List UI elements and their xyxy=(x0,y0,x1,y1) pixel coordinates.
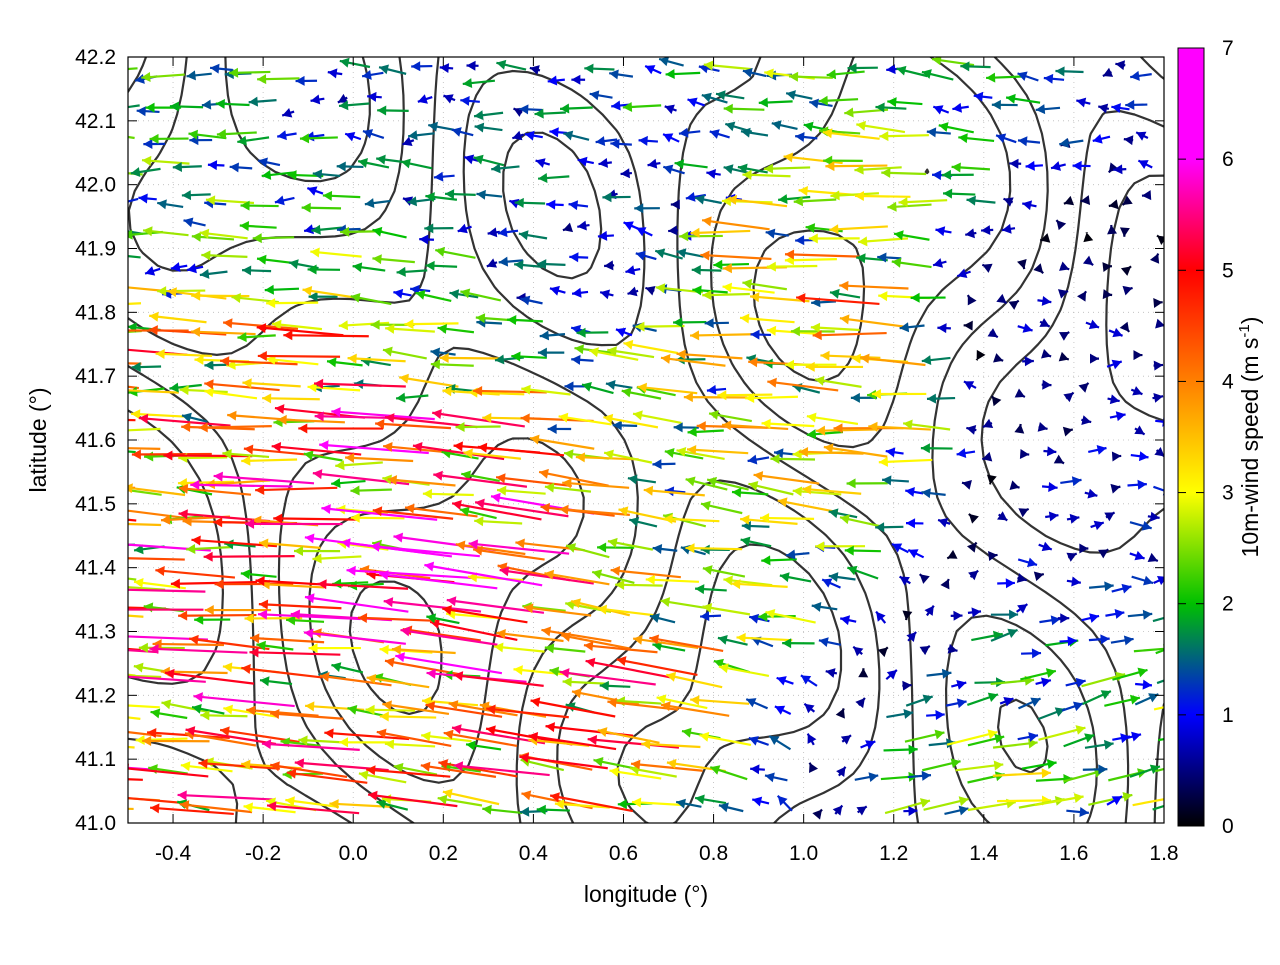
colorbar xyxy=(1178,48,1204,826)
wind-vector-head xyxy=(108,584,117,594)
y-tick-label: 41.4 xyxy=(75,557,116,580)
wind-vector-shaft xyxy=(153,644,224,645)
wind-vector-head xyxy=(119,485,129,495)
wind-vector-head xyxy=(81,602,90,612)
y-tick-label: 42.1 xyxy=(75,110,116,133)
wind-vector-head xyxy=(55,639,64,649)
wind-vector-shaft xyxy=(204,556,295,557)
x-tick-label: 1.2 xyxy=(879,842,908,865)
x-tick-label: 0.0 xyxy=(339,842,368,865)
wind-vector-head xyxy=(49,508,58,518)
colorbar-tick-label: 5 xyxy=(1222,259,1234,282)
wind-vector-head xyxy=(65,375,75,385)
colorbar-tick-label: 7 xyxy=(1222,37,1234,60)
wind-vector-head xyxy=(114,226,124,236)
wind-vector-head xyxy=(89,724,99,734)
x-tick-label: 1.6 xyxy=(1059,842,1088,865)
wind-vector-head xyxy=(85,608,94,618)
y-tick-label: 41.2 xyxy=(75,684,116,707)
y-tick-label: 42.2 xyxy=(75,46,116,69)
y-tick-label: 41.0 xyxy=(75,812,116,835)
x-tick-label: 0.2 xyxy=(429,842,458,865)
x-tick-label: 1.0 xyxy=(789,842,818,865)
wind-vector-shaft xyxy=(199,426,272,427)
wind-vector xyxy=(50,413,135,423)
colorbar-tick-label: 2 xyxy=(1222,593,1234,616)
wind-vector-head xyxy=(60,483,69,493)
colorbar-label-end: ) xyxy=(1237,317,1263,325)
wind-vector-shaft xyxy=(50,418,135,421)
colorbar-tick-label: 4 xyxy=(1222,370,1234,393)
wind-vector-head xyxy=(97,343,106,353)
x-tick-label: 1.8 xyxy=(1149,842,1178,865)
y-axis-label: latitude (°) xyxy=(25,387,51,492)
x-axis-label: longitude (°) xyxy=(584,881,708,907)
x-tick-label: -0.2 xyxy=(245,842,281,865)
wind-vector-head xyxy=(118,197,128,207)
wind-vector-shaft xyxy=(79,744,135,748)
wind-vector-shaft xyxy=(60,488,135,489)
wind-vector-head xyxy=(108,605,117,615)
wind-vector-shaft xyxy=(283,335,368,336)
wind-vector-head xyxy=(107,792,116,802)
y-tick-label: 41.6 xyxy=(75,429,116,452)
y-tick-label: 41.9 xyxy=(75,238,116,261)
wind-vector-head xyxy=(62,641,71,651)
wind-vector-head xyxy=(113,325,122,335)
wind-vector-shaft xyxy=(273,518,359,519)
wind-vector-head xyxy=(113,671,122,681)
wind-vector-shaft xyxy=(68,362,141,363)
wind-vector-head xyxy=(86,666,96,676)
y-tick-label: 41.7 xyxy=(75,365,116,388)
wind-vector-shaft xyxy=(816,429,879,430)
wind-vector-head xyxy=(56,758,65,768)
y-tick-label: 41.1 xyxy=(75,748,116,771)
x-tick-label: 1.4 xyxy=(969,842,999,865)
y-tick-label: 41.8 xyxy=(75,301,116,324)
wind-vector-head xyxy=(118,582,127,592)
y-tick-label: 41.5 xyxy=(75,493,116,516)
x-tick-label: 0.8 xyxy=(699,842,728,865)
x-tick-label: 0.4 xyxy=(519,842,549,865)
wind-vector-head xyxy=(106,540,115,550)
y-tick-label: 41.3 xyxy=(75,621,116,644)
y-tick-label: 42.0 xyxy=(75,174,116,197)
wind-vector-head xyxy=(50,413,59,423)
wind-vector-head xyxy=(119,385,128,395)
wind-vector-shaft xyxy=(71,807,133,809)
wind-vector-shaft xyxy=(178,615,256,616)
colorbar-tick-label: 0 xyxy=(1222,815,1234,838)
wind-vector-head xyxy=(107,539,116,549)
wind-vector-shaft xyxy=(690,334,753,335)
colorbar-label: 10m-wind speed (m s-1) xyxy=(1236,317,1263,558)
colorbar-label-main: 10m-wind speed (m s xyxy=(1237,338,1263,558)
colorbar-tick-label: 1 xyxy=(1222,704,1234,727)
x-tick-label: -0.4 xyxy=(155,842,192,865)
wind-vector-head xyxy=(115,505,125,515)
colorbar-tick-label: 6 xyxy=(1222,148,1234,171)
wind-vector-shaft xyxy=(258,356,340,357)
wind-vector-head xyxy=(98,328,107,338)
colorbar-label-exponent: -1 xyxy=(1236,324,1253,337)
wind-vector-shaft xyxy=(825,166,887,167)
wind-vector-head xyxy=(86,709,96,719)
wind-vector-head xyxy=(56,772,65,782)
wind-vector-head xyxy=(100,281,109,291)
wind-vector-head xyxy=(99,518,108,528)
wind-vector-head xyxy=(93,792,102,802)
wind-vector-head xyxy=(1163,644,1172,654)
wind-vector-head xyxy=(107,671,116,681)
colorbar-tick-label: 3 xyxy=(1222,482,1234,505)
x-tick-label: 0.6 xyxy=(609,842,638,865)
wind-vector-shaft xyxy=(440,358,501,359)
